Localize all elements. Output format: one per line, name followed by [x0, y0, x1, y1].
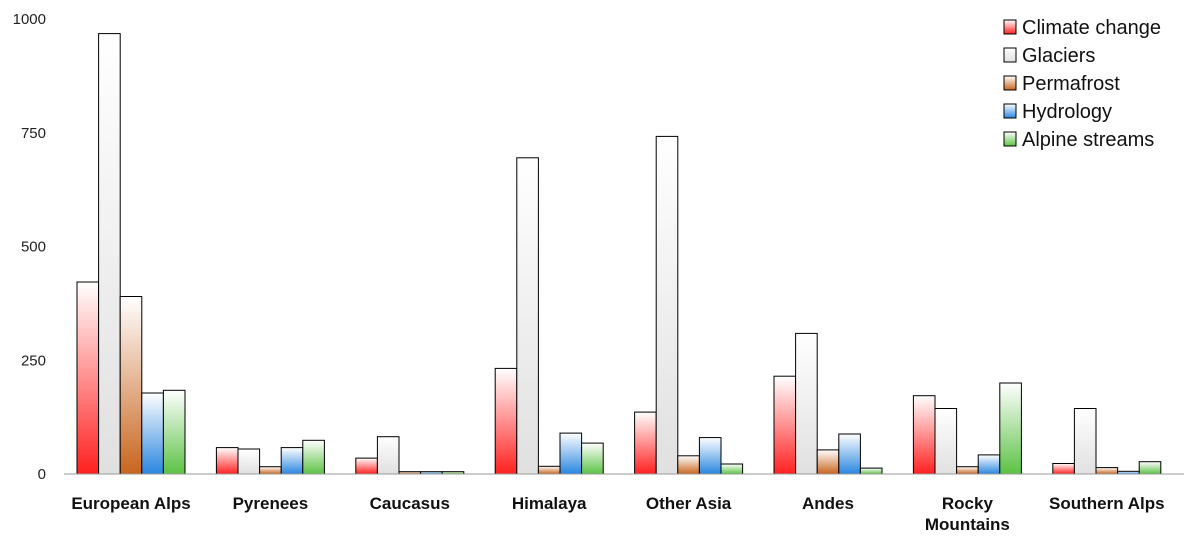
bar: [537, 465, 561, 475]
bar: [655, 135, 679, 475]
y-tick-label: 250: [21, 352, 46, 369]
bar: [302, 439, 325, 475]
x-axis-labels: European Alps Pyrenees Caucasus Himalaya Oth…: [71, 494, 1164, 534]
legend-swatch: [1003, 103, 1017, 119]
bar: [1073, 408, 1097, 475]
y-axis: 0 250 500 750 1000: [13, 11, 46, 483]
bar: [141, 392, 164, 475]
y-tick-label: 1000: [13, 11, 46, 28]
legend-label: Climate change: [1022, 17, 1161, 39]
bar: [698, 437, 722, 475]
y-tick-label: 500: [21, 239, 46, 256]
legend-label: Permafrost: [1022, 73, 1120, 95]
category-label: Himalaya: [512, 494, 587, 513]
category-label: European Alps: [71, 494, 190, 513]
bar: [215, 447, 239, 475]
bar: [720, 463, 744, 475]
bar-group: [634, 135, 744, 475]
bar: [494, 367, 518, 475]
legend-swatch: [1003, 131, 1017, 147]
legend-swatch: [1003, 19, 1017, 35]
bar-group: [1052, 408, 1162, 475]
bar: [259, 466, 282, 475]
bar: [859, 467, 883, 475]
bar: [162, 389, 186, 475]
bar-group: [494, 157, 604, 475]
legend-swatch: [1003, 75, 1017, 91]
bar: [956, 466, 979, 475]
category-label: Caucasus: [370, 494, 450, 513]
bar: [355, 457, 378, 475]
category-label: Other Asia: [646, 494, 732, 513]
bar: [773, 375, 797, 475]
legend-label: Glaciers: [1022, 45, 1095, 67]
bar: [838, 433, 861, 475]
legend-label: Hydrology: [1022, 101, 1112, 123]
bar: [977, 454, 1001, 475]
bar-group: [912, 382, 1022, 475]
bar-group: [355, 436, 465, 475]
bar-group: [773, 332, 883, 475]
y-tick-label: 0: [38, 466, 46, 483]
bar: [76, 281, 100, 475]
bar: [1095, 467, 1119, 475]
legend-swatch: [1003, 47, 1017, 63]
bar: [516, 157, 539, 475]
bar: [999, 382, 1022, 475]
bar: [816, 449, 840, 475]
bar: [677, 455, 700, 475]
bar: [795, 332, 818, 475]
bar: [1052, 463, 1075, 475]
bar: [280, 447, 304, 475]
bar: [119, 296, 143, 475]
legend-label: Alpine streams: [1022, 129, 1154, 151]
bar-group: [76, 33, 186, 475]
y-tick-label: 750: [21, 125, 46, 142]
bar-group: [215, 439, 325, 475]
bar: [912, 395, 936, 475]
bars: [76, 33, 1162, 475]
legend: Climate change Glaciers Permafrost Hydrolog…: [1003, 17, 1161, 151]
category-label: Andes: [802, 494, 854, 513]
bar: [376, 436, 400, 475]
bar: [581, 442, 604, 475]
bar: [237, 448, 261, 475]
bar: [98, 33, 121, 475]
category-label: Pyrenees: [233, 494, 309, 513]
bar: [634, 411, 657, 475]
bar: [1138, 461, 1162, 475]
bar: [559, 432, 583, 475]
bar: [934, 408, 958, 475]
category-label: Southern Alps: [1049, 494, 1165, 513]
category-label: Rocky Mountains: [925, 494, 1010, 534]
